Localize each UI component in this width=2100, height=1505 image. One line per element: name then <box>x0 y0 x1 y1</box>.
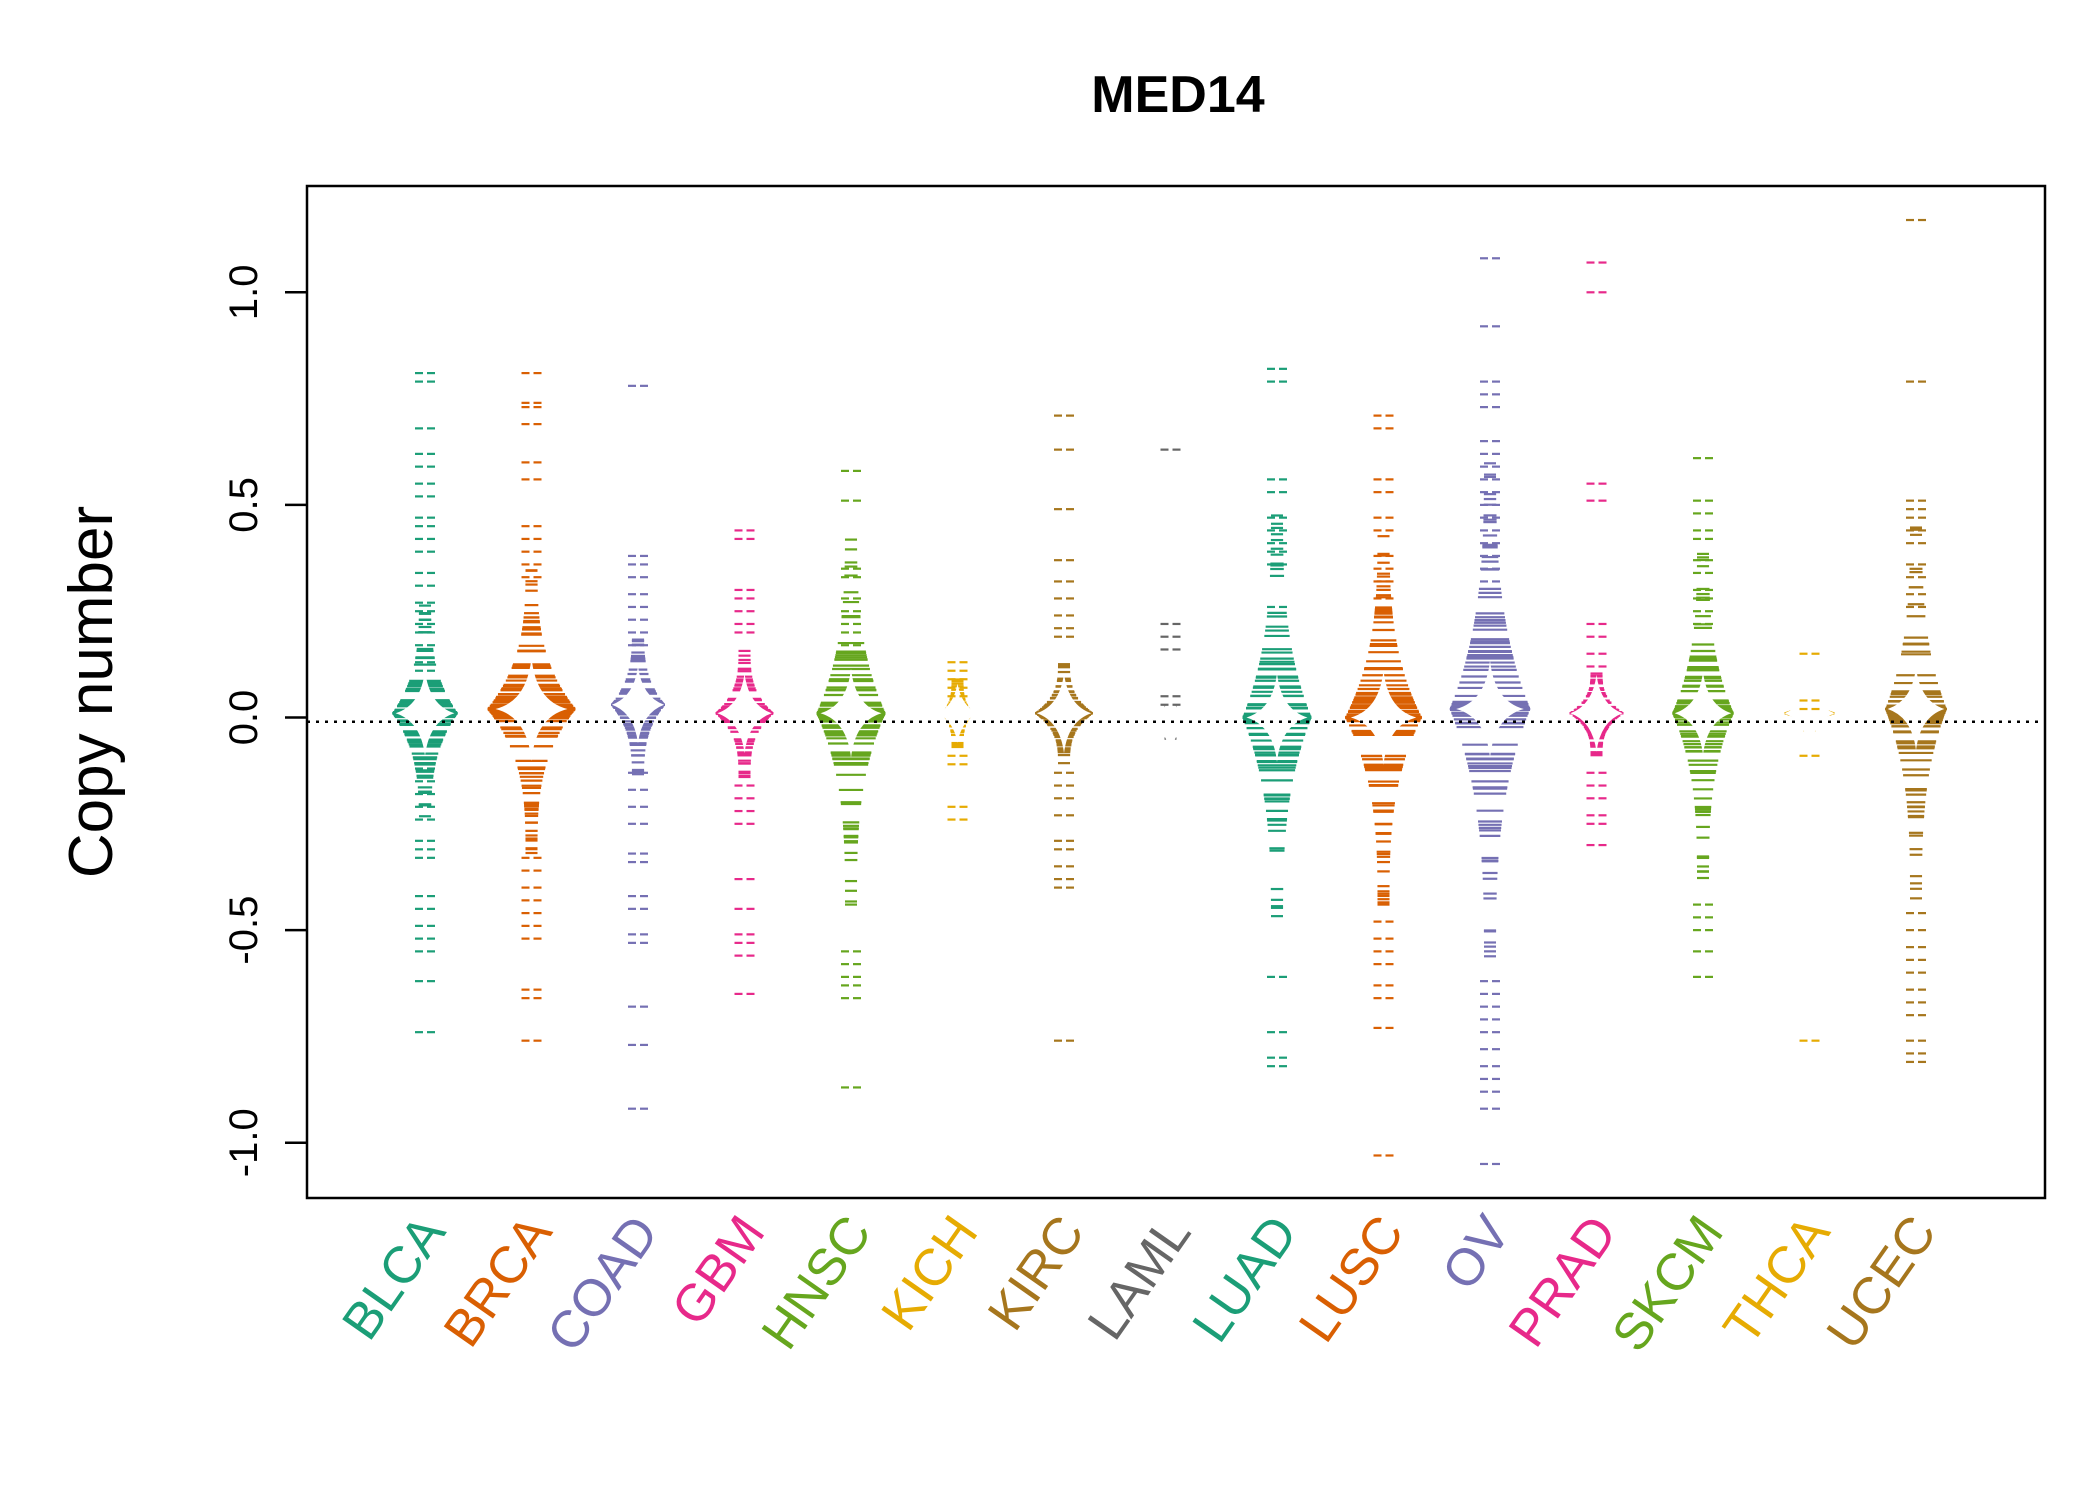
bean-outline <box>717 673 772 754</box>
bean-ucec <box>1885 218 1947 1064</box>
bean-outline <box>495 657 568 762</box>
bean-hnsc <box>816 469 886 1089</box>
bean-outline <box>820 668 882 758</box>
x-tick-label: LUSC <box>1288 1206 1415 1353</box>
bean-kirc <box>1035 414 1093 1042</box>
y-tick-label: 1.0 <box>222 264 266 320</box>
chart-title: MED14 <box>1091 66 1264 124</box>
y-axis-label: Copy number <box>57 506 126 878</box>
x-tick-label: COAD <box>536 1206 670 1362</box>
bean-outline <box>395 670 455 757</box>
bean-outline <box>611 666 665 744</box>
bean-prad <box>1569 261 1624 847</box>
y-axis: -1.0 -0.5 0.0 0.5 1.0 <box>222 264 307 1177</box>
y-tick-label: 0.0 <box>222 690 266 746</box>
bean-outline <box>1350 670 1417 766</box>
bean-outline <box>1456 660 1524 759</box>
y-tick-label: 0.5 <box>222 477 266 533</box>
x-tick-label: UCEC <box>1816 1206 1948 1360</box>
bean-outline <box>1246 673 1308 763</box>
bean-brca <box>487 371 576 1042</box>
bean-marks <box>307 218 2045 1166</box>
bean-lusc <box>1345 414 1422 1157</box>
bean-outline <box>1148 689 1193 755</box>
bean-ov <box>1449 257 1531 1166</box>
bean-coad <box>611 384 665 1110</box>
bean-kich <box>938 661 977 821</box>
x-tick-label: OV <box>1431 1205 1522 1300</box>
x-tick-label: KICH <box>871 1206 990 1341</box>
bean-outline <box>1887 667 1945 751</box>
plot-frame <box>305 184 2047 1200</box>
x-tick-label: KIRC <box>977 1206 1096 1341</box>
bean-outline <box>1784 676 1835 751</box>
bean-blca <box>392 371 458 1034</box>
bean-outline <box>1036 673 1092 754</box>
bean-luad <box>1242 367 1312 1068</box>
bean-thca <box>1784 652 1835 1042</box>
bean-outline <box>938 683 977 743</box>
x-tick-label: THCA <box>1713 1205 1842 1354</box>
x-tick-label: SKCM <box>1601 1206 1735 1362</box>
x-tick-label: LAML <box>1077 1206 1202 1351</box>
bean-gbm <box>715 529 774 995</box>
bean-outline <box>1570 674 1623 752</box>
y-tick-label: -0.5 <box>222 896 266 965</box>
x-tick-label: LUAD <box>1182 1206 1309 1353</box>
bean-skcm <box>1672 457 1734 978</box>
bean-laml <box>1148 448 1193 755</box>
bean-outline <box>1674 671 1732 755</box>
x-tick-label: HNSC <box>751 1206 883 1360</box>
y-tick-label: -1.0 <box>222 1108 266 1177</box>
